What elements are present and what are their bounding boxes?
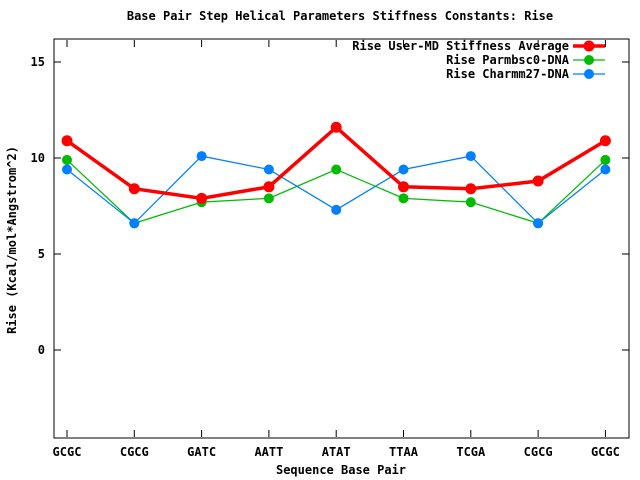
legend-label: Rise User-MD Stiffness Average bbox=[352, 39, 569, 53]
x-tick-label: CGCG bbox=[524, 445, 553, 459]
x-tick-label: GCGC bbox=[591, 445, 620, 459]
series-0 bbox=[61, 121, 611, 204]
data-point bbox=[600, 154, 611, 165]
data-point bbox=[331, 164, 342, 175]
data-point bbox=[61, 135, 73, 147]
series-2 bbox=[62, 151, 611, 229]
chart-title: Base Pair Step Helical Parameters Stiffn… bbox=[127, 9, 553, 23]
data-point bbox=[330, 121, 342, 133]
x-tick-label: TCGA bbox=[456, 445, 486, 459]
data-point bbox=[398, 181, 409, 193]
y-tick-label: 0 bbox=[38, 343, 45, 357]
data-point bbox=[398, 164, 409, 175]
data-point bbox=[263, 181, 275, 193]
data-point bbox=[398, 193, 409, 204]
x-tick-label: ATAT bbox=[322, 445, 351, 459]
y-tick-label: 5 bbox=[38, 247, 45, 261]
legend-marker bbox=[584, 69, 594, 79]
y-tick-label: 15 bbox=[31, 55, 45, 69]
x-tick-label: TTAA bbox=[389, 445, 419, 459]
series-layer bbox=[61, 121, 611, 229]
data-point bbox=[465, 197, 476, 208]
x-tick-label: CGCG bbox=[120, 445, 149, 459]
data-point bbox=[263, 164, 274, 175]
legend-marker bbox=[583, 40, 595, 52]
x-tick-label: AATT bbox=[254, 445, 283, 459]
x-axis-label: Sequence Base Pair bbox=[276, 463, 406, 477]
legend-label: Rise Charmm27-DNA bbox=[446, 67, 570, 81]
legend-marker bbox=[584, 55, 594, 65]
data-point bbox=[599, 135, 611, 147]
data-point bbox=[465, 151, 476, 162]
y-axis-label: Rise (Kcal/mol*Angstrom^2) bbox=[5, 146, 19, 334]
data-point bbox=[196, 192, 208, 204]
data-point bbox=[533, 218, 544, 229]
data-point bbox=[331, 204, 342, 215]
data-point bbox=[62, 164, 72, 175]
plot-frame-layer: 0 5 10 15 GCGC CGCG GATC AATT ATAT TTAA TCGA CGCG GC… bbox=[31, 38, 630, 459]
x-tick-label: GATC bbox=[187, 445, 216, 459]
data-point bbox=[263, 193, 274, 204]
data-point bbox=[128, 183, 140, 195]
data-point bbox=[465, 183, 477, 195]
data-point bbox=[600, 164, 611, 175]
x-tick-label: GCGC bbox=[53, 445, 82, 459]
legend-entry: Rise Charmm27-DNA bbox=[446, 67, 605, 81]
legend-entry: Rise User-MD Stiffness Average bbox=[352, 39, 605, 53]
legend-label: Rise Parmbsc0-DNA bbox=[446, 53, 570, 67]
data-point bbox=[532, 175, 544, 187]
data-point bbox=[129, 218, 140, 229]
y-tick-label: 10 bbox=[31, 151, 45, 165]
series-line bbox=[65, 124, 607, 201]
data-point bbox=[62, 154, 72, 165]
data-point bbox=[196, 151, 207, 162]
plot-border bbox=[53, 38, 630, 439]
legend-entry: Rise Parmbsc0-DNA bbox=[446, 53, 605, 67]
